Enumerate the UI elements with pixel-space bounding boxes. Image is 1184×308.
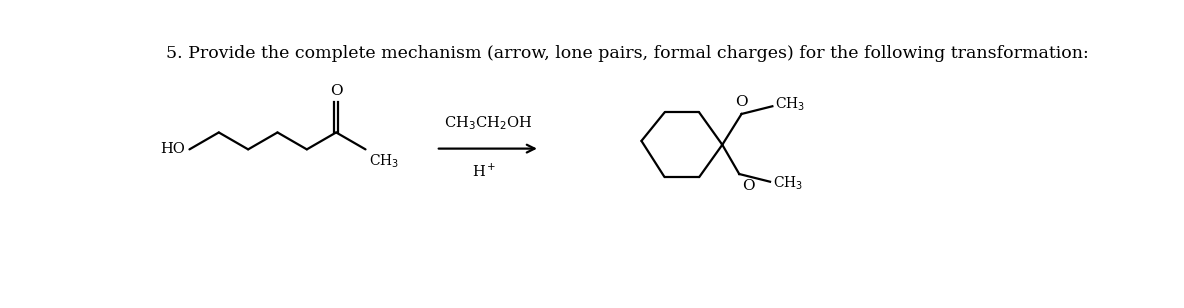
Text: O: O [735, 95, 748, 108]
Text: CH$_3$: CH$_3$ [776, 96, 805, 113]
Text: CH$_3$: CH$_3$ [773, 175, 804, 192]
Text: CH$_3$: CH$_3$ [368, 152, 399, 170]
Text: HO: HO [160, 142, 185, 156]
Text: O: O [742, 179, 755, 193]
Text: 5. Provide the complete mechanism (arrow, lone pairs, formal charges) for the fo: 5. Provide the complete mechanism (arrow… [167, 45, 1089, 62]
Text: H$^+$: H$^+$ [471, 162, 496, 180]
Text: O: O [330, 84, 342, 98]
Text: CH$_3$CH$_2$OH: CH$_3$CH$_2$OH [444, 114, 532, 132]
